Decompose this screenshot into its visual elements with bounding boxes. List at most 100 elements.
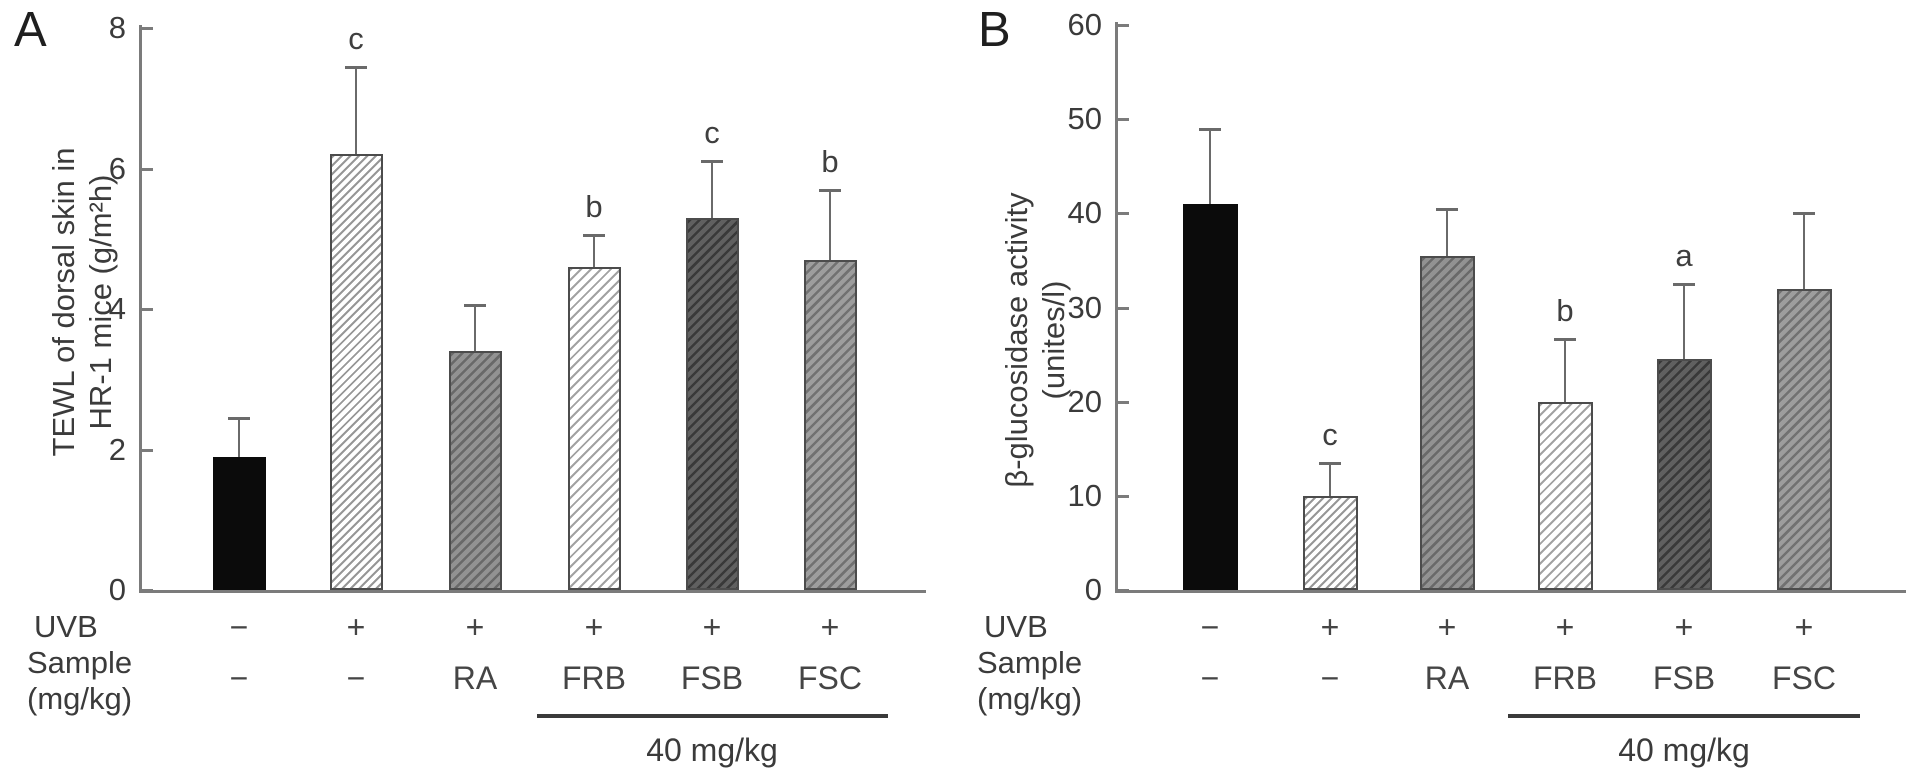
panel-a-bar-−	[329, 154, 383, 590]
panel-b-label: B	[978, 3, 1012, 57]
panel-a-y-tick-label-6: 6	[108, 150, 126, 186]
panel-b-sample-value: RA	[1424, 660, 1470, 696]
panel-b-error-bar-cap	[1199, 127, 1221, 131]
panel-a-significance-letter: b	[821, 143, 839, 179]
panel-b-uvb-value: +	[1794, 609, 1814, 645]
panel-a-y-tick-label-8: 8	[108, 10, 126, 45]
panel-a-y-tick-4	[142, 308, 153, 311]
panel-b-significance-letter: c	[1322, 416, 1338, 452]
panel-a-y-tick-6	[142, 167, 153, 171]
panel-a-error-bar-line	[238, 417, 240, 457]
panel-b-error-bar-cap	[1319, 461, 1341, 465]
panel-a-bar-RA	[448, 351, 502, 590]
panel-b-y-tick-label-60: 60	[1067, 7, 1102, 42]
panel-a-error-bar-cap	[345, 65, 367, 69]
panel-a-significance-letter: c	[704, 115, 720, 151]
panel-a-y-tick-label-4: 4	[108, 291, 126, 326]
panel-a-error-bar-cap	[701, 160, 723, 164]
panel-a-sample-value: −	[229, 660, 249, 696]
panel-a-sample-value: FRB	[562, 660, 626, 696]
panel-a-y-tick-label-2: 2	[108, 431, 126, 467]
panel-a-bar-FSB	[685, 217, 739, 590]
panel-b-sample-row-label-line1: Sample	[977, 645, 1083, 680]
panel-b-error-bar-line	[1209, 128, 1211, 204]
panel-b-sample-row-label-line2: (mg/kg)	[977, 681, 1083, 716]
panel-b-y-tick-20	[1118, 400, 1129, 404]
panel-a-sample-value: FSC	[798, 660, 862, 696]
panel-b-y-tick-10	[1118, 494, 1129, 498]
panel-b-y-tick-40	[1118, 212, 1129, 216]
panel-a-y-tick-2	[142, 448, 153, 452]
panel-a-sample-value: −	[346, 660, 366, 696]
panel-b-bar-FSC	[1776, 288, 1832, 590]
panel-a-uvb-value: +	[702, 609, 722, 645]
panel-b-y-tick-label-20: 20	[1067, 383, 1102, 419]
panel-b-y-tick-label-30: 30	[1067, 289, 1102, 325]
panel-a-significance-letter: b	[585, 189, 603, 225]
panel-a-sample-value: RA	[452, 660, 498, 696]
panel-a-error-bar-line	[711, 161, 713, 218]
panel-a-sample-row-label: Sample (mg/kg)	[27, 645, 132, 717]
panel-a-uvb-row-label: UVB	[34, 609, 98, 644]
panel-a-sample-row-label-line1: Sample	[27, 645, 133, 680]
panel-a-group-underline	[537, 714, 888, 718]
panel-b-error-bar-cap	[1554, 337, 1576, 341]
panel-b-y-tick-label-40: 40	[1067, 195, 1102, 231]
panel-b-x-axis	[1115, 590, 1906, 593]
panel-a-y-axis	[139, 25, 142, 590]
panel-a-bar-FRB	[567, 266, 621, 590]
panel-b-sample-value: −	[1320, 660, 1340, 696]
panel-a-bar-FSC	[803, 259, 857, 590]
panel-b-error-bar-line	[1446, 208, 1448, 256]
panel-b-uvb-value: +	[1674, 609, 1694, 645]
panel-b-uvb-value: +	[1437, 609, 1457, 645]
panel-b-sample-value: −	[1200, 660, 1220, 696]
panel-b-group-underline	[1508, 714, 1860, 718]
panel-b-significance-letter: a	[1675, 237, 1693, 273]
panel-b-group-dose-label: 40 mg/kg	[1618, 732, 1750, 768]
panel-b-bar-−	[1182, 203, 1238, 590]
panel-b-y-tick-label-0: 0	[1084, 572, 1102, 607]
panel-b-y-axis-title-line1: β-glucosidase activity	[999, 192, 1034, 488]
panel-b-y-tick-50	[1118, 118, 1129, 122]
panel-a-sample-value: FSB	[680, 660, 744, 696]
panel-a-y-tick-8	[142, 27, 153, 30]
panel-b-error-bar-cap	[1793, 212, 1815, 216]
panel-a-uvb-value: −	[229, 609, 249, 645]
panel-a-error-bar-line	[593, 235, 595, 267]
panel-b-error-bar-line	[1683, 283, 1685, 360]
panel-b-y-tick-label-50: 50	[1067, 101, 1102, 137]
panel-b-y-axis	[1115, 22, 1118, 590]
panel-a-error-bar-cap	[464, 304, 486, 308]
panel-b-y-tick-0	[1118, 589, 1129, 592]
panel-a-uvb-value: +	[346, 609, 366, 645]
panel-a-y-tick-0	[142, 589, 153, 592]
panel-b-significance-letter: b	[1556, 292, 1574, 328]
panel-b-y-tick-label-10: 10	[1067, 477, 1102, 513]
panel-b-sample-value: FRB	[1533, 660, 1597, 696]
panel-a-x-axis	[139, 590, 926, 593]
panel-a-bar-−	[212, 456, 266, 590]
panel-b-error-bar-line	[1329, 462, 1331, 496]
panel-a-significance-letter: c	[348, 20, 364, 56]
panel-b-uvb-row-label: UVB	[984, 609, 1048, 644]
panel-a-error-bar-cap	[819, 188, 841, 192]
panel-b-error-bar-cap	[1436, 207, 1458, 211]
panel-b-sample-row-label: Sample (mg/kg)	[977, 645, 1082, 717]
panel-a-error-bar-line	[355, 66, 357, 155]
panel-b-uvb-value: +	[1555, 609, 1575, 645]
panel-b-bar-RA	[1419, 255, 1475, 590]
panel-a-error-bar-line	[829, 189, 831, 260]
panel-a-uvb-value: +	[465, 609, 485, 645]
panel-b-error-bar-cap	[1673, 282, 1695, 286]
panel-b-sample-value: FSB	[1652, 660, 1716, 696]
panel-b-y-axis-title: β-glucosidase activity (unites/l)	[998, 90, 1072, 590]
panel-b-y-tick-30	[1118, 306, 1129, 310]
panel-b-y-tick-60	[1118, 24, 1129, 27]
panel-b-y-axis-title-line2: (unites/l)	[1036, 280, 1071, 400]
panel-b-error-bar-line	[1564, 338, 1566, 402]
panel-b-uvb-value: +	[1320, 609, 1340, 645]
panel-a-sample-row-label-line2: (mg/kg)	[27, 681, 133, 716]
panel-b-error-bar-line	[1803, 213, 1805, 289]
